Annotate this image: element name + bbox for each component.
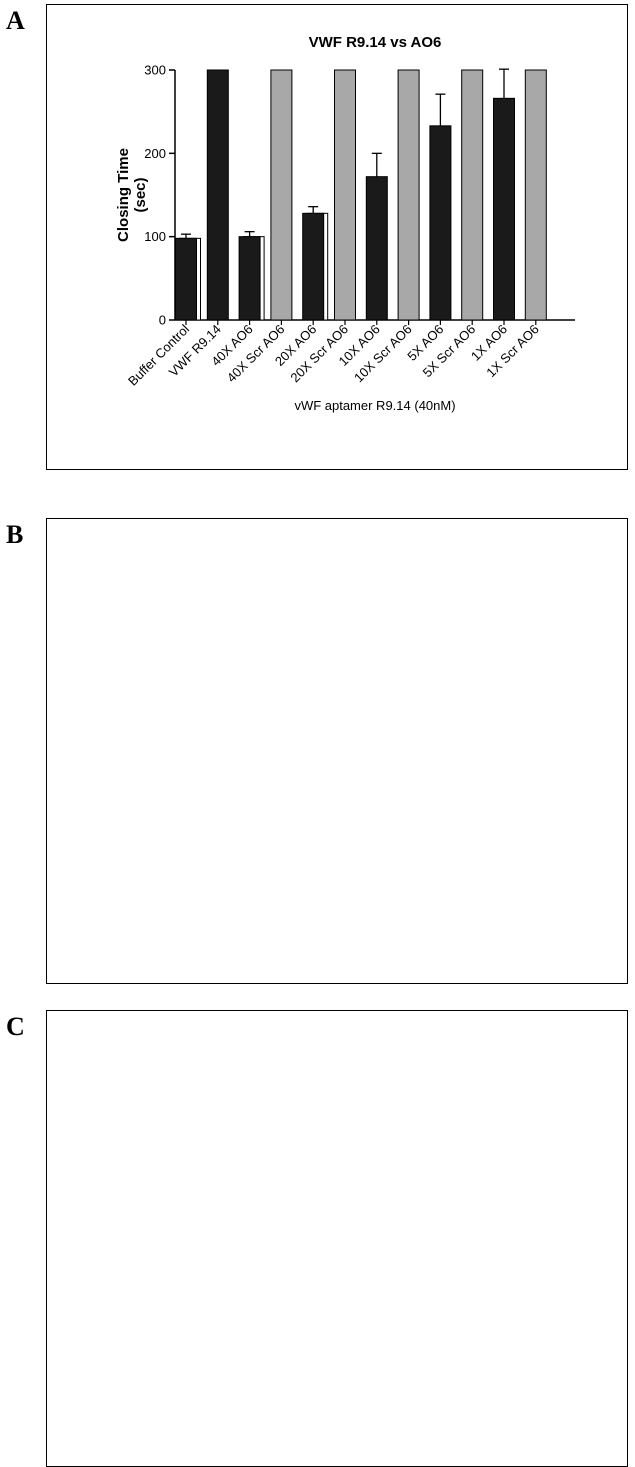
chart-a-bar: [524, 69, 547, 321]
panel-b-frame: [46, 518, 628, 984]
chart-a-bar: [334, 69, 356, 321]
panel-c-frame: [46, 1010, 628, 1467]
chart-a-ytick-label: 200: [144, 146, 166, 161]
panel-a-label: A: [6, 6, 25, 35]
chart-a-ytick-label: 0: [159, 313, 166, 328]
chart-a-xlabel: vWF aptamer R9.14 (40nM): [294, 398, 455, 413]
chart-a-bar: [461, 69, 484, 321]
chart-a-bar: [302, 212, 325, 321]
chart-a-bar: [206, 69, 229, 321]
chart-a-bar: [238, 236, 261, 321]
chart-a-bar: [429, 125, 452, 321]
chart-a-ylabel: Closing Time(sec): [115, 148, 149, 242]
panel-c-label: C: [6, 1012, 25, 1041]
chart-a-bar: [175, 237, 197, 321]
chart-a-ytick-label: 300: [144, 63, 166, 78]
chart-a-bar: [365, 176, 388, 321]
chart-a-bar: [270, 69, 293, 321]
chart-a-bar: [493, 97, 515, 321]
panel-b-label: B: [6, 520, 24, 549]
chart-a-ytick-label: 100: [144, 229, 166, 244]
chart-a-title: VWF R9.14 vs AO6: [309, 34, 442, 51]
chart-a-bar: [397, 69, 420, 321]
